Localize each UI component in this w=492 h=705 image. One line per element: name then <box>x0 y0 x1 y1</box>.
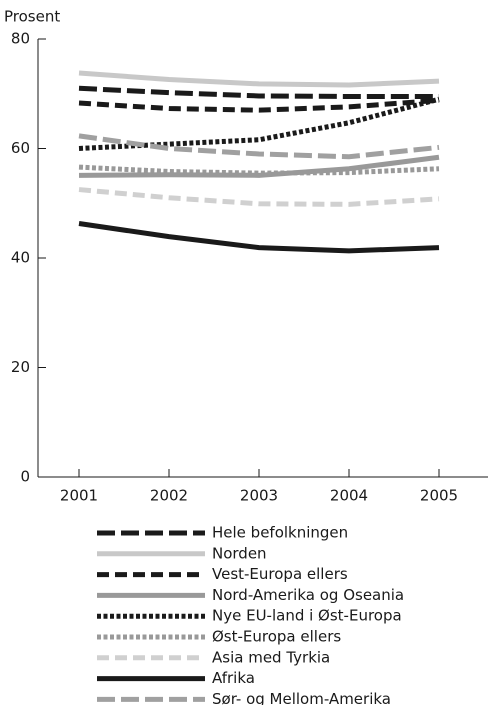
y-axis-label: Prosent <box>4 8 60 26</box>
x-tick-label: 2001 <box>60 487 98 505</box>
legend-label: Sør- og Mellom-Amerika <box>212 690 391 705</box>
legend-label: Vest-Europa ellers <box>212 565 348 583</box>
legend-label: Hele befolkningen <box>212 524 348 542</box>
line-series <box>78 221 440 254</box>
line-series <box>78 164 440 176</box>
line-series <box>78 70 440 88</box>
line-series <box>78 85 439 99</box>
legend-label: Nord-Amerika og Oseania <box>212 586 404 604</box>
legend-label: Øst-Europa ellers <box>212 628 341 646</box>
y-tick-label: 80 <box>11 30 30 48</box>
line-series <box>78 187 440 207</box>
legend-label: Asia med Tyrkia <box>212 648 330 666</box>
y-tick-label: 40 <box>11 249 30 267</box>
line-series <box>78 133 440 160</box>
x-tick-label: 2005 <box>420 487 458 505</box>
legend-label: Afrika <box>212 669 255 687</box>
legend-label: Norden <box>212 544 267 562</box>
legend-label: Nye EU-land i Øst-Europa <box>212 607 402 625</box>
y-tick-label: 0 <box>20 468 30 486</box>
line-series <box>78 154 440 178</box>
x-tick-label: 2003 <box>240 487 278 505</box>
x-tick-label: 2004 <box>330 487 368 505</box>
y-tick-label: 60 <box>11 139 30 157</box>
line-series <box>78 97 440 113</box>
y-tick-label: 20 <box>11 358 30 376</box>
x-tick-label: 2002 <box>150 487 188 505</box>
